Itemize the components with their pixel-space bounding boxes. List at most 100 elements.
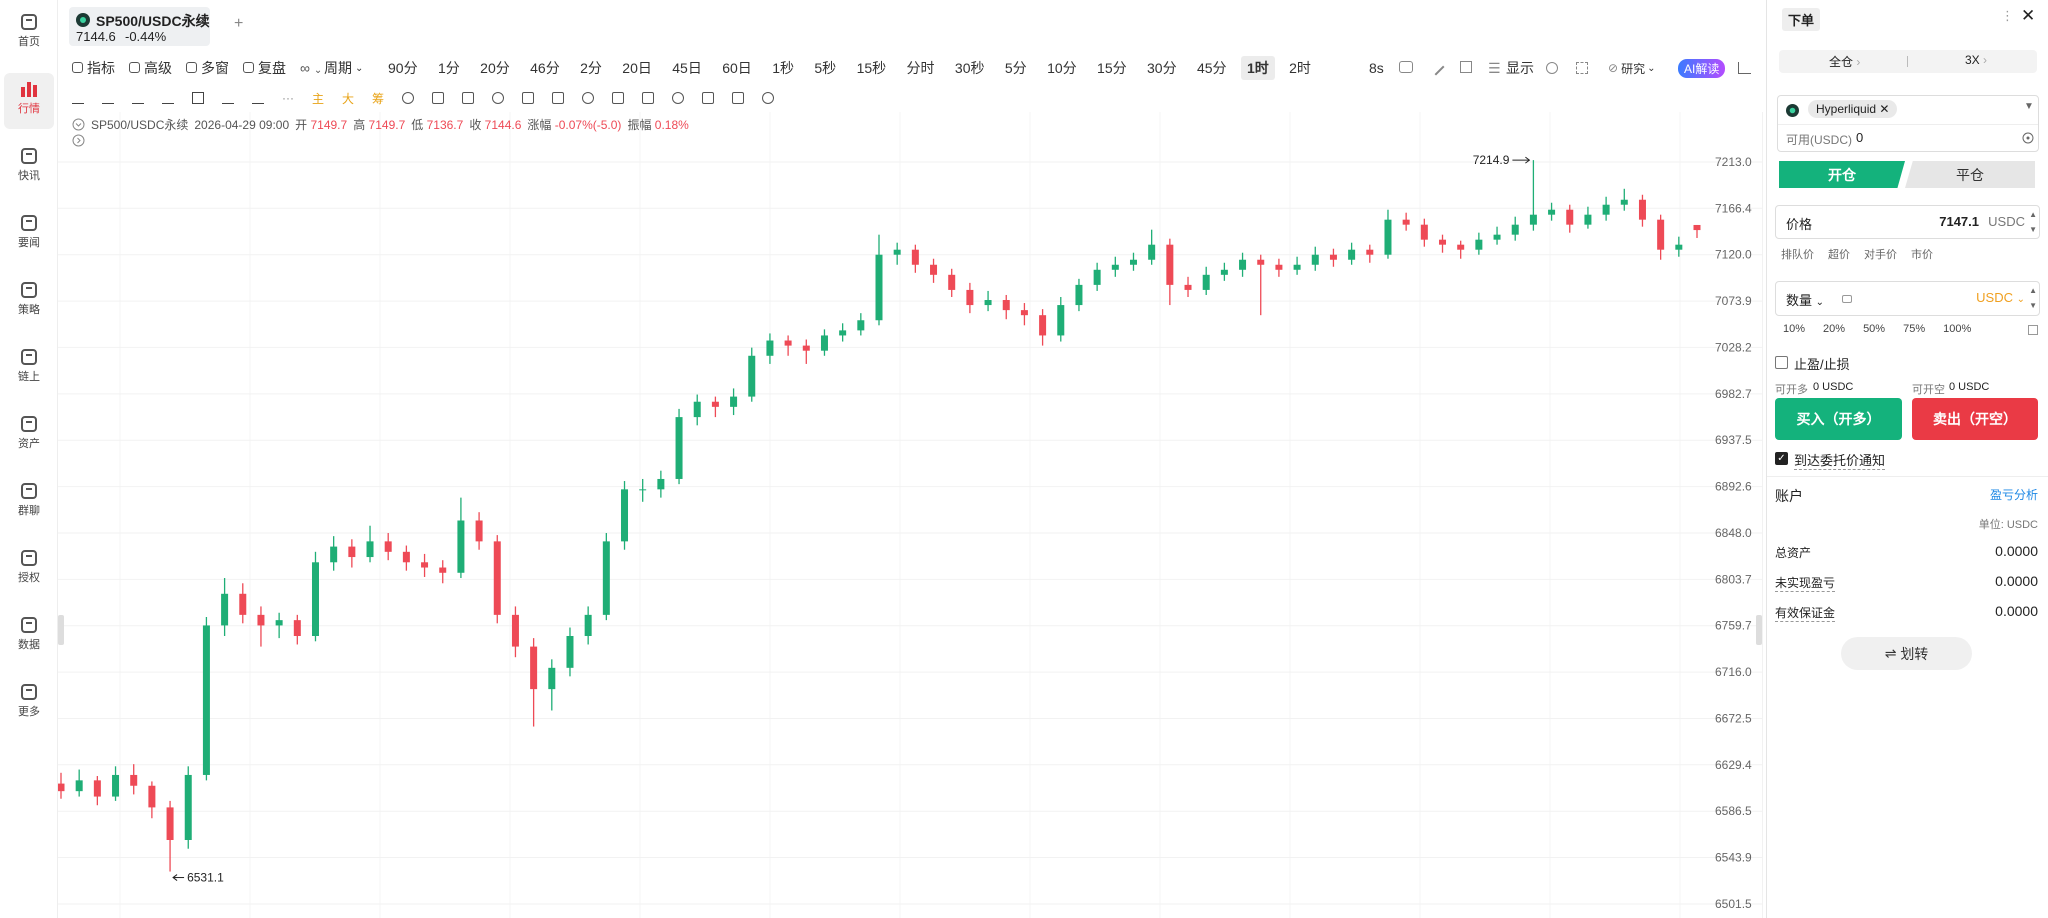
period-button[interactable]: 30秒 — [954, 60, 985, 76]
draw-tool[interactable] — [462, 92, 475, 104]
fullscreen-icon[interactable] — [1576, 62, 1588, 74]
draw-tool[interactable] — [252, 92, 264, 104]
price-type[interactable]: 市价 — [1911, 249, 1933, 261]
price-type[interactable]: 对手价 — [1864, 249, 1897, 261]
sidebar-item[interactable]: 更多 — [4, 676, 54, 732]
draw-tool[interactable] — [582, 92, 595, 104]
overlay-toggle[interactable]: 大 — [342, 91, 355, 106]
notify-checkbox[interactable]: ✓ — [1775, 452, 1788, 465]
sidebar-item[interactable]: 数据 — [4, 609, 54, 665]
price-type[interactable]: 超价 — [1828, 249, 1850, 261]
tab-open[interactable]: 开仓 — [1779, 161, 1905, 188]
tool-button[interactable]: 多窗 — [186, 58, 229, 78]
tool-button[interactable]: 高级 — [129, 58, 172, 78]
percent-option[interactable]: 50% — [1863, 323, 1886, 335]
sidebar-item[interactable]: 群聊 — [4, 475, 54, 531]
period-button[interactable]: 1时 — [1240, 56, 1275, 80]
draw-tool[interactable] — [732, 92, 745, 104]
draw-tool[interactable] — [432, 92, 445, 104]
indicator-menu[interactable]: ∞ ⌄ — [300, 60, 323, 76]
tpsl-checkbox[interactable] — [1775, 356, 1788, 369]
pen-icon[interactable] — [1427, 58, 1445, 76]
sidebar-item[interactable]: 首页 — [4, 6, 54, 62]
trend-icon[interactable] — [1738, 62, 1751, 74]
period-button[interactable]: 45分 — [1196, 60, 1227, 76]
period-button[interactable]: 5秒 — [814, 60, 837, 76]
add-tab[interactable]: + — [234, 15, 244, 32]
qty-unit[interactable]: USDC ⌄ — [1976, 290, 2025, 305]
period-select[interactable]: 周期 ⌄ — [324, 60, 364, 76]
more-icon[interactable]: ⋮ — [2001, 8, 2014, 23]
transfer-button[interactable]: ⇌ 划转 — [1841, 637, 1972, 670]
period-button[interactable]: 45日 — [672, 60, 702, 76]
percent-option[interactable]: 75% — [1903, 323, 1926, 335]
dropdown[interactable]: ▼ — [2024, 101, 2034, 112]
leverage[interactable]: 3X › — [1965, 53, 1988, 67]
expand-icon[interactable] — [72, 134, 85, 147]
period-button[interactable]: 30分 — [1147, 60, 1177, 76]
overlay-toggle[interactable]: 主 — [312, 91, 325, 106]
period-button[interactable]: 20分 — [480, 60, 510, 76]
edit-icon[interactable] — [2028, 325, 2038, 335]
draw-tool[interactable] — [702, 92, 715, 104]
sidebar-item[interactable]: 快讯 — [4, 140, 54, 196]
ai-button[interactable]: AI解读 — [1678, 59, 1726, 78]
sidebar-item[interactable]: 授权 — [4, 542, 54, 598]
percent-option[interactable]: 10% — [1783, 323, 1806, 335]
draw-tool[interactable] — [762, 92, 775, 104]
pnl-analysis[interactable]: 盈亏分析 — [1989, 488, 2038, 502]
sidebar-item[interactable]: 策略 — [4, 274, 54, 330]
draw-tool[interactable] — [552, 92, 565, 104]
draw-tool[interactable] — [402, 92, 415, 104]
period-button[interactable]: 60日 — [722, 60, 752, 76]
price-input[interactable]: 价格 7147.1 USDC ▲ ▼ — [1775, 205, 2040, 239]
draw-tool[interactable] — [642, 92, 655, 104]
percent-option[interactable]: 100% — [1943, 323, 1972, 335]
sidebar-item[interactable]: 链上 — [4, 341, 54, 397]
draw-tool[interactable] — [492, 92, 505, 104]
exchange-chip[interactable]: Hyperliquid ✕ — [1808, 100, 1898, 118]
research[interactable]: ⊘ 研究 ⌄ — [1608, 61, 1656, 76]
period-button[interactable]: 5分 — [1004, 60, 1027, 76]
settings-icon[interactable] — [1546, 62, 1558, 74]
close-icon[interactable]: ✕ — [2021, 6, 2036, 25]
camera-icon[interactable] — [1399, 61, 1413, 73]
qty-input[interactable]: 数量 ⌄ USDC ⌄ ▲ ▼ — [1775, 281, 2040, 316]
period-button[interactable]: 15秒 — [856, 60, 887, 76]
draw-tool[interactable] — [192, 92, 204, 104]
draw-tool[interactable] — [102, 92, 114, 104]
draw-tool[interactable] — [132, 92, 144, 104]
buy-button[interactable]: 买入（开多） — [1775, 398, 1902, 440]
sell-button[interactable]: 卖出（开空） — [1912, 398, 2038, 440]
overlay-toggle[interactable]: 筹 — [372, 91, 385, 106]
period-button[interactable]: 1秒 — [772, 60, 794, 76]
percent-option[interactable]: 20% — [1823, 323, 1846, 335]
period-button[interactable]: 2分 — [580, 60, 602, 76]
period-button[interactable]: 46分 — [530, 60, 560, 76]
draw-tool[interactable] — [72, 92, 84, 104]
sidebar-item[interactable]: 资产 — [4, 408, 54, 464]
symbol-tab[interactable]: SP500/USDC永续 7144.6 -0.44% — [69, 7, 210, 46]
period-button[interactable]: 90分 — [388, 60, 418, 76]
draw-tool[interactable] — [162, 92, 174, 104]
draw-tool[interactable] — [672, 92, 685, 104]
tab-close[interactable]: 平仓 — [1905, 161, 2035, 188]
period-button[interactable]: 20日 — [622, 60, 652, 76]
display[interactable]: 显示 — [1506, 60, 1534, 76]
period-button[interactable]: 1分 — [437, 60, 460, 76]
period-button[interactable]: 15分 — [1097, 60, 1127, 76]
collapse-icon[interactable] — [72, 118, 85, 131]
tool-button[interactable]: 复盘 — [243, 58, 286, 78]
sidebar-item[interactable]: 要闻 — [4, 207, 54, 263]
draw-tool[interactable] — [222, 92, 234, 104]
share-icon[interactable] — [1460, 61, 1472, 73]
period-button[interactable]: 分时 — [906, 60, 935, 76]
price-type[interactable]: 排队价 — [1781, 249, 1814, 261]
sidebar-item[interactable]: 行情 — [4, 73, 54, 129]
period-button[interactable]: 2时 — [1289, 60, 1311, 76]
period-button[interactable]: 10分 — [1047, 60, 1077, 76]
margin-mode[interactable]: 全仓 › — [1829, 55, 1861, 69]
tool-button[interactable]: 指标 — [72, 58, 115, 78]
draw-tool[interactable] — [612, 92, 625, 104]
draw-tool[interactable] — [522, 92, 535, 104]
